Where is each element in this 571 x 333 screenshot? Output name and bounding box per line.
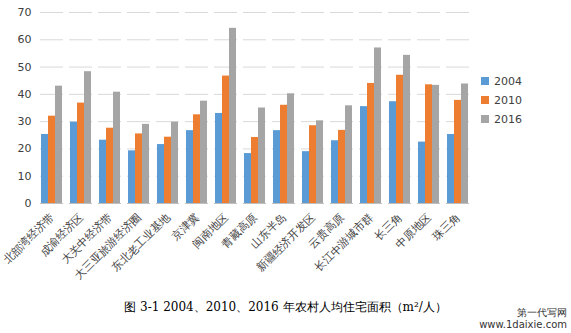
svg-text:新疆经济开发区: 新疆经济开发区 bbox=[254, 210, 318, 275]
svg-text:京津冀: 京津冀 bbox=[169, 210, 202, 244]
svg-text:20: 20 bbox=[18, 142, 32, 155]
svg-text:50: 50 bbox=[18, 61, 32, 74]
svg-text:长三角: 长三角 bbox=[372, 210, 405, 244]
svg-text:山东半岛: 山东半岛 bbox=[248, 210, 289, 252]
html-text:第一代写网: 第一代写网 bbox=[517, 307, 567, 318]
svg-text:0: 0 bbox=[25, 197, 32, 210]
svg-text:30: 30 bbox=[18, 115, 32, 128]
html-text:图 3-1 2004、2010、2016 年农村人均住宅面积: 图 3-1 2004、2010、2016 年农村人均住宅面积（m²/人） bbox=[124, 300, 447, 314]
svg-text:青藏高原: 青藏高原 bbox=[219, 210, 260, 252]
html-text:www.1daixie.com: www.1daixie.com bbox=[479, 319, 567, 330]
svg-text:10: 10 bbox=[18, 170, 32, 183]
svg-text:北部湾经济带: 北部湾经济带 bbox=[0, 210, 57, 267]
svg-text:成渝经济区: 成渝经济区 bbox=[37, 210, 86, 259]
svg-text:60: 60 bbox=[18, 33, 32, 46]
svg-text:40: 40 bbox=[18, 88, 32, 101]
html-text:2016: 2016 bbox=[494, 112, 522, 126]
svg-text:70: 70 bbox=[18, 6, 32, 19]
svg-text:东北老工业基地: 东北老工业基地 bbox=[109, 211, 173, 275]
svg-text:大三亚旅游经济圈: 大三亚旅游经济圈 bbox=[72, 210, 144, 283]
svg-text:云贵高原: 云贵高原 bbox=[306, 210, 347, 252]
html-text:2010: 2010 bbox=[494, 93, 522, 107]
svg-text:闽南地区: 闽南地区 bbox=[190, 210, 231, 252]
html-text:2004: 2004 bbox=[494, 74, 522, 88]
svg-text:长江中游城市群: 长江中游城市群 bbox=[312, 211, 376, 275]
svg-text:中原地区: 中原地区 bbox=[393, 211, 433, 251]
svg-text:大关中经济带: 大关中经济带 bbox=[58, 210, 115, 267]
svg-text:珠三角: 珠三角 bbox=[430, 211, 463, 244]
